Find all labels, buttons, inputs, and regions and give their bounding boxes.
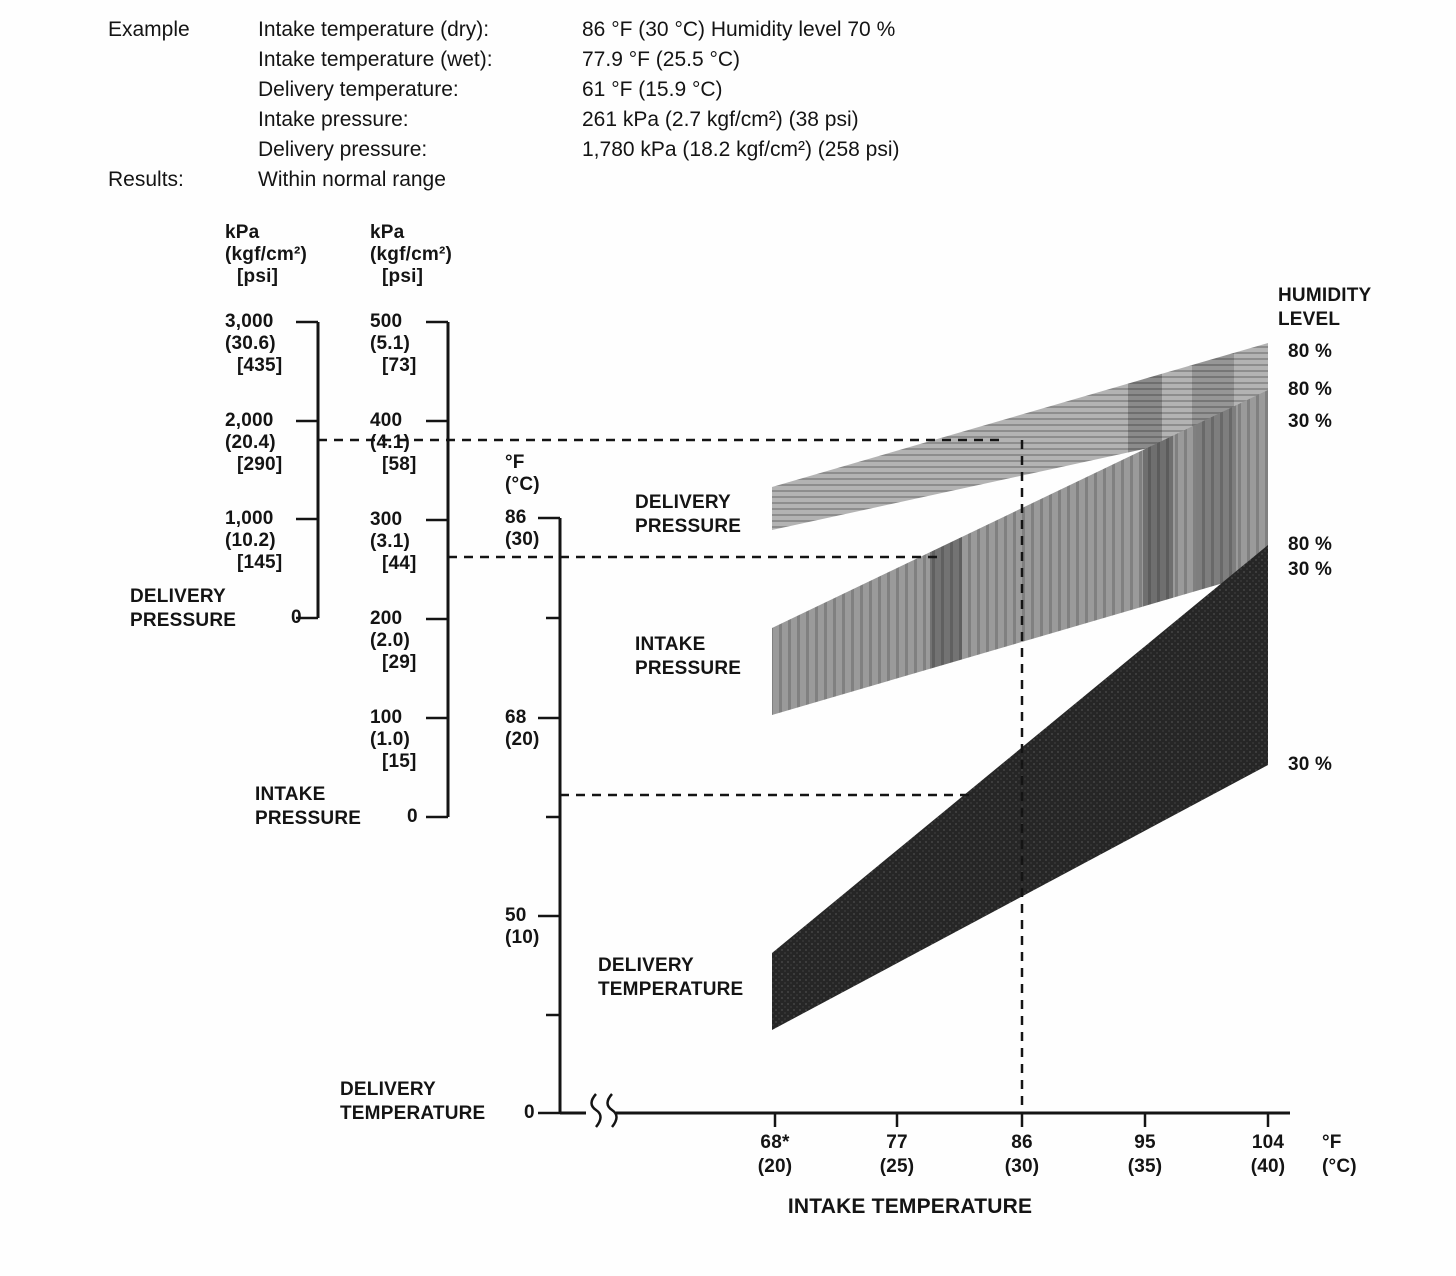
ip-axis-name: INTAKE [255,784,326,805]
x-tick-label: 86 [1011,1132,1033,1153]
dp-tick-label: [145] [237,552,283,573]
results-value: Within normal range [258,168,446,191]
example-row-label: Intake temperature (wet): [258,48,493,71]
temp-axis-name: TEMPERATURE [340,1103,486,1124]
temp-tick-label: (20) [505,729,540,750]
ip-tick-label: (1.0) [370,729,411,750]
ip-tick-label: 100 [370,707,403,728]
ip-tick-label: 400 [370,410,403,431]
example-row-label: Intake temperature (dry): [258,18,490,41]
dp-axis-unit-psi: [psi] [237,266,279,287]
example-heading: Example [108,18,190,41]
ip-tick-label: (5.1) [370,333,411,354]
humidity-label: 30 % [1288,754,1333,775]
humidity-label: 80 % [1288,379,1333,400]
delivery-temperature-band [772,545,1268,1030]
dp-tick-label: (20.4) [225,432,276,453]
ip-tick-label: [15] [382,751,417,772]
dp-tick-label: 1,000 [225,508,274,529]
dp-tick-label: [290] [237,454,283,475]
dp-axis-unit-kgf: (kgf/cm²) [225,244,308,265]
temp-axis-unit-c: (°C) [505,474,540,495]
ip-zero-label: 0 [407,806,418,827]
humidity-level-title: LEVEL [1278,309,1341,330]
dp-axis-name: PRESSURE [130,610,237,631]
x-tick-label: (25) [879,1156,915,1177]
dp-tick-label: [435] [237,355,283,376]
temp-tick-label: 86 [505,507,527,528]
ip-tick-label: 500 [370,311,403,332]
delivery-temperature-axis-ticks [538,516,560,1115]
temp-tick-label: (30) [505,529,540,550]
temp-zero-label: 0 [524,1102,535,1123]
humidity-label: 30 % [1288,411,1333,432]
ip-tick-label: [58] [382,454,417,475]
ip-tick-label: [29] [382,652,417,673]
temp-tick-label: 50 [505,905,527,926]
x-tick-label: (40) [1250,1156,1286,1177]
ip-tick-label: (2.0) [370,630,411,651]
x-tick-label: 68* [760,1132,790,1153]
ip-axis-name: PRESSURE [255,808,362,829]
results-label: Results: [108,168,184,191]
x-axis-title: INTAKE TEMPERATURE [787,1195,1033,1218]
delivery-pressure-axis-ticks [296,320,318,620]
ip-tick-label: 200 [370,608,403,629]
humidity-label: 80 % [1288,534,1333,555]
ip-axis-unit-psi: [psi] [382,266,424,287]
intake-pressure-band-label: PRESSURE [635,658,742,679]
intake-pressure-axis-ticks [426,320,448,819]
example-guide-lines [318,438,1024,1113]
dp-tick-label: 2,000 [225,410,274,431]
dp-tick-label: 3,000 [225,311,274,332]
ip-tick-label: [73] [382,355,417,376]
example-row-label: Delivery temperature: [258,78,459,101]
example-row-value: 77.9 °F (25.5 °C) [582,48,741,71]
humidity-level-title: HUMIDITY [1278,285,1372,306]
humidity-label: 30 % [1288,559,1333,580]
ip-tick-label: [44] [382,553,417,574]
x-tick-label: 77 [886,1132,908,1153]
humidity-label: 80 % [1288,341,1333,362]
dp-zero-label: 0 [291,607,302,628]
ip-tick-label: 300 [370,509,403,530]
dp-axis-name: DELIVERY [130,586,226,607]
example-row-value: 261 kPa (2.7 kgf/cm²) (38 psi) [582,108,859,131]
temp-axis-unit-f: °F [505,452,525,473]
axis-break-icon [586,1093,618,1128]
temp-tick-label: 68 [505,707,527,728]
intake-pressure-band-label: INTAKE [635,634,706,655]
x-axis-unit-c: (°C) [1322,1156,1357,1177]
dp-axis-unit-kpa: kPa [225,222,260,243]
intake-pressure-band [772,390,1268,715]
delivery-pressure-band-label: PRESSURE [635,516,742,537]
x-tick-label: 95 [1134,1132,1156,1153]
delivery-temperature-band-label: DELIVERY [598,955,694,976]
ip-axis-unit-kpa: kPa [370,222,405,243]
intake-temperature-axis-ticks [773,1113,1270,1127]
example-row-label: Delivery pressure: [258,138,428,161]
x-tick-label: (35) [1127,1156,1163,1177]
example-row-value: 86 °F (30 °C) Humidity level 70 % [582,18,896,41]
delivery-pressure-band-label: DELIVERY [635,492,731,513]
x-tick-label: 104 [1251,1132,1285,1153]
example-row-label: Intake pressure: [258,108,409,131]
example-row-value: 1,780 kPa (18.2 kgf/cm²) (258 psi) [582,138,900,161]
x-axis-unit-f: °F [1322,1132,1342,1153]
temp-axis-name: DELIVERY [340,1079,436,1100]
delivery-pressure-band [772,343,1268,530]
ip-axis-unit-kgf: (kgf/cm²) [370,244,453,265]
dp-tick-label: (30.6) [225,333,276,354]
delivery-temperature-band-label: TEMPERATURE [598,979,744,1000]
dp-tick-label: (10.2) [225,530,276,551]
x-tick-label: (20) [757,1156,793,1177]
example-row-value: 61 °F (15.9 °C) [582,78,723,101]
ip-tick-label: (3.1) [370,531,411,552]
temp-tick-label: (10) [505,927,540,948]
ip-tick-label: (4.1) [370,432,411,453]
x-tick-label: (30) [1004,1156,1040,1177]
